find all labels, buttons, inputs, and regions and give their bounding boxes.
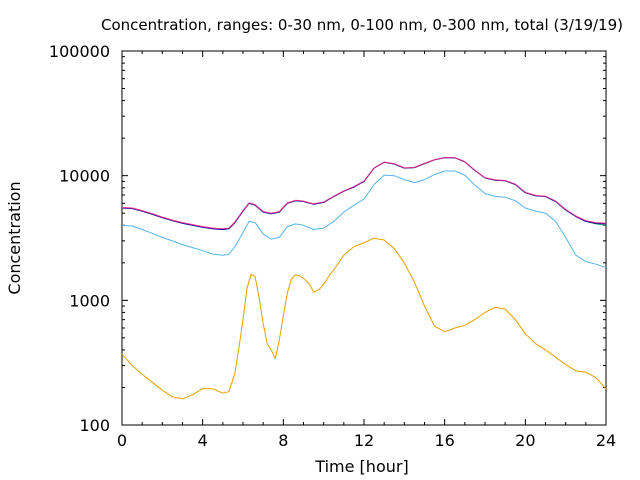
x-tick-label: 0: [117, 431, 127, 450]
y-tick-label: 1000: [69, 291, 110, 310]
x-axis: 0 4 8 12 16 20 24: [117, 51, 616, 450]
y-axis-label: Concentration: [5, 181, 24, 294]
x-tick-label: 12: [354, 431, 374, 450]
series-layer: [121, 157, 607, 400]
series-line-4: [121, 157, 607, 230]
series-line-5: [121, 157, 607, 230]
x-tick-label: 8: [278, 431, 288, 450]
x-tick-label: 24: [596, 431, 616, 450]
series-line-2: [121, 170, 607, 269]
chart-title: Concentration, ranges: 0-30 nm, 0-100 nm…: [101, 16, 623, 34]
x-tick-label: 16: [434, 431, 454, 450]
plot-frame: [121, 50, 607, 426]
series-line-1: [121, 237, 607, 400]
series-line-3: [121, 157, 607, 230]
x-tick-label: 4: [198, 431, 208, 450]
y-tick-label: 100: [79, 416, 110, 435]
y-axis: 100 1000 10000 100000: [49, 42, 606, 435]
x-tick-label: 20: [515, 431, 535, 450]
y-tick-label: 10000: [59, 167, 110, 186]
y-tick-label: 100000: [49, 42, 110, 61]
x-axis-label: Time [hour]: [314, 457, 408, 476]
